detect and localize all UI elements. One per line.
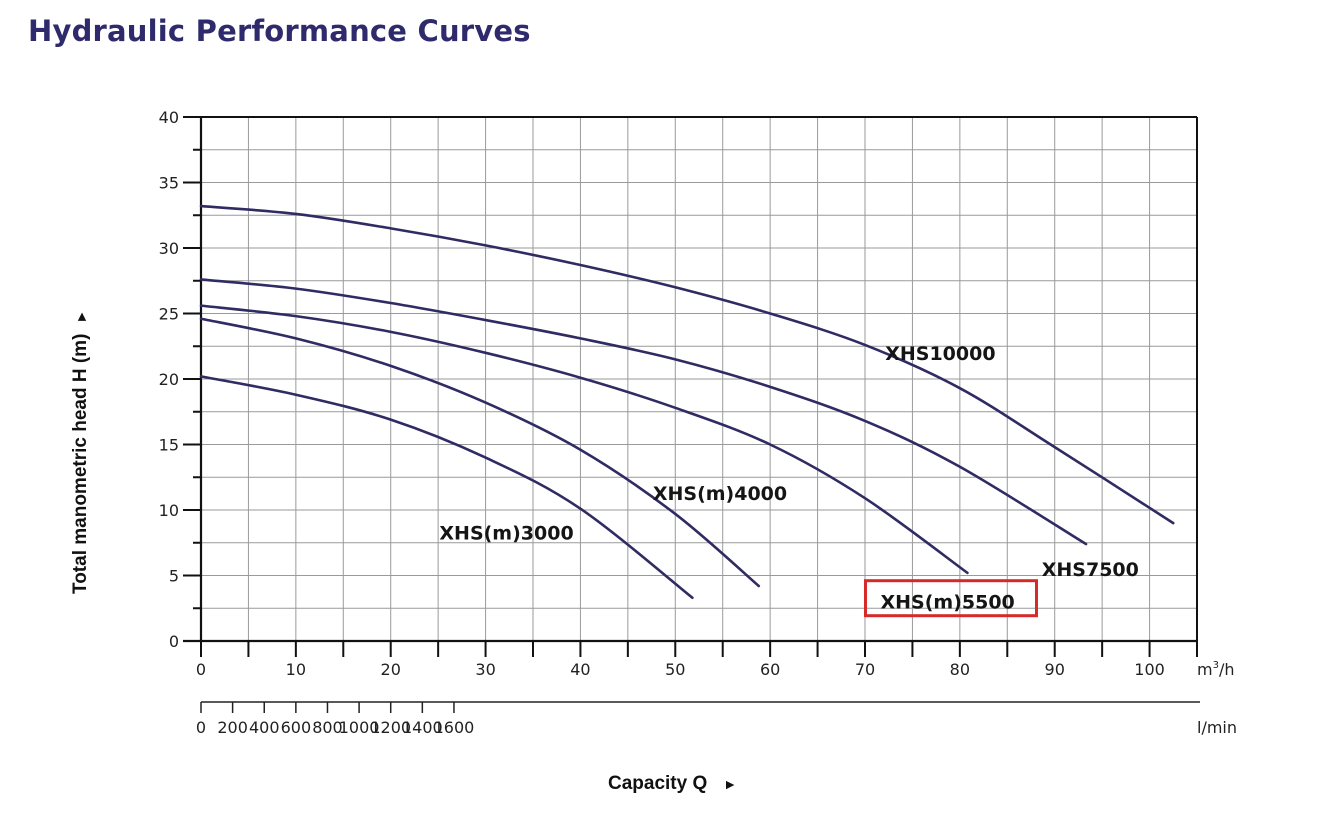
x-axis-arrow-icon: ►: [723, 776, 737, 792]
y-tick-label: 40: [159, 108, 179, 127]
y-tick-label: 0: [169, 632, 179, 651]
x-tick-label: 90: [1045, 660, 1065, 679]
curve-xhs-m-5500: [199, 304, 969, 575]
series-label-xhs-m-4000: XHS(m)4000: [653, 483, 787, 505]
y-tick-label: 10: [159, 501, 179, 520]
x-unit-sup: 3: [1213, 660, 1219, 671]
y-tick-label: 20: [159, 370, 179, 389]
secondary-x-tick-label: 1000: [339, 718, 380, 737]
secondary-x-unit-label: l/min: [1197, 718, 1237, 737]
x-tick-label: 30: [475, 660, 495, 679]
curve-xhs-m-4000: [199, 317, 761, 588]
secondary-x-tick-label: 0: [196, 718, 206, 737]
series-label-xhs7500: XHS7500: [1042, 559, 1139, 581]
y-tick-label: 15: [159, 436, 179, 455]
highlight-box: [863, 579, 1038, 618]
curve-xhs-m-3000: [199, 375, 694, 600]
secondary-x-tick-label: 1200: [370, 718, 411, 737]
x-axis-title: Capacity Q ►: [608, 773, 737, 794]
x-tick-label: 20: [381, 660, 401, 679]
axes: 0 5 10 15 20 25 30 35 40 0 10 20 30 40 50 60 70 80 90 100 m3…: [159, 108, 1235, 679]
y-tick-label: 35: [159, 174, 179, 193]
secondary-x-tick-label: 1600: [434, 718, 475, 737]
y-tick-label: 5: [169, 567, 179, 586]
x-unit-label: m3/h: [1197, 660, 1235, 679]
x-tick-label: 60: [760, 660, 780, 679]
series-label-xhs10000: XHS10000: [885, 343, 995, 365]
x-tick-label: 0: [196, 660, 206, 679]
secondary-x-tick-label: 800: [312, 718, 343, 737]
series-label-xhs-m-3000: XHS(m)3000: [439, 522, 573, 544]
secondary-x-tick-label: 1400: [402, 718, 443, 737]
x-tick-label: 10: [286, 660, 306, 679]
x-unit-base: m: [1197, 660, 1213, 679]
series-label-xhs-m-5500: XHS(m)5500: [880, 592, 1014, 614]
series-labels: XHS10000 XHS7500 XHS(m)5500 XHS(m)4000 XHS(m…: [439, 343, 1139, 618]
x-tick-label: 80: [950, 660, 970, 679]
x-tick-label: 40: [570, 660, 590, 679]
x-axis-title-text: Capacity Q: [608, 773, 707, 794]
x-tick-label: 70: [855, 660, 875, 679]
y-axis-title-text: Total manometric head H (m): [70, 334, 91, 594]
curve-xhs7500: [199, 278, 1088, 546]
secondary-x-tick-label: 600: [281, 718, 312, 737]
y-axis-arrow-icon: ►: [73, 310, 89, 324]
secondary-x-tick-label: 400: [249, 718, 280, 737]
x-tick-label: 100: [1134, 660, 1165, 679]
page-title: Hydraulic Performance Curves: [28, 14, 531, 48]
y-tick-label: 25: [159, 305, 179, 324]
y-tick-label: 30: [159, 239, 179, 258]
curve-xhs10000: [199, 204, 1175, 525]
secondary-x-tick-label: 200: [217, 718, 248, 737]
curves: [199, 204, 1175, 600]
y-axis-title: Total manometric head H (m) ►: [70, 310, 91, 594]
x-tick-label: 50: [665, 660, 685, 679]
x-unit-tail: /h: [1219, 660, 1235, 679]
